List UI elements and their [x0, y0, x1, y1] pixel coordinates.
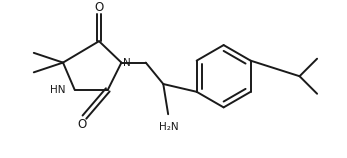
Text: O: O [77, 118, 86, 131]
Text: N: N [124, 58, 131, 68]
Text: HN: HN [50, 85, 66, 95]
Text: H₂N: H₂N [159, 122, 179, 132]
Text: O: O [94, 1, 104, 14]
